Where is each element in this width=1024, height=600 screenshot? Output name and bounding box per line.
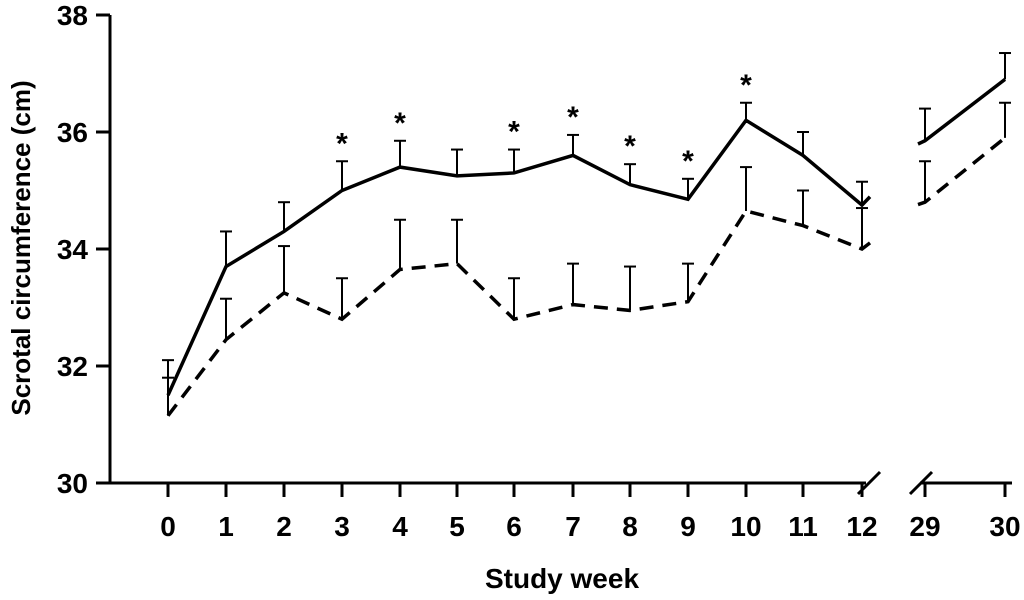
series-line-dashed [166,208,872,417]
x-tick-label: 9 [680,511,696,542]
series-line-solid-after-break [917,77,1007,146]
significance-annotations: * * * * * * * [336,69,752,178]
x-axis-label: Study week [485,563,639,594]
y-axis-label: Scrotal circumference (cm) [6,80,36,415]
y-tick-label: 34 [57,234,89,265]
significance-asterisk: * [567,101,579,134]
series-line-solid [166,117,872,396]
significance-asterisk: * [682,145,694,178]
x-tick-label: 10 [730,511,761,542]
x-tick-label: 1 [218,511,234,542]
x-tick-label: 0 [160,511,176,542]
x-tick-label: 11 [788,511,818,542]
significance-asterisk: * [336,127,348,160]
x-tick-label: 5 [449,511,465,542]
x-tick-label: 4 [392,511,408,542]
y-tick-label: 36 [57,117,88,148]
series-lines [166,77,1007,417]
significance-asterisk: * [508,116,520,149]
y-tick-label: 38 [57,0,88,31]
x-tick-label: 2 [276,511,292,542]
significance-asterisk: * [624,130,636,163]
significance-asterisk: * [740,69,752,102]
x-tick-label: 30 [989,511,1020,542]
significance-asterisk: * [394,107,406,140]
x-tick-label: 7 [565,511,581,542]
y-tick-label: 30 [57,468,88,499]
x-tick-label: 3 [334,511,350,542]
y-tick-label: 32 [57,351,88,382]
x-tick-label: 29 [909,511,940,542]
x-tick-label: 6 [506,511,522,542]
x-tick-label: 12 [846,511,877,542]
error-bars [162,52,1011,416]
series-line-dashed-after-break [917,136,1007,207]
x-tick-label: 8 [622,511,638,542]
axis-break-mark [908,470,934,496]
